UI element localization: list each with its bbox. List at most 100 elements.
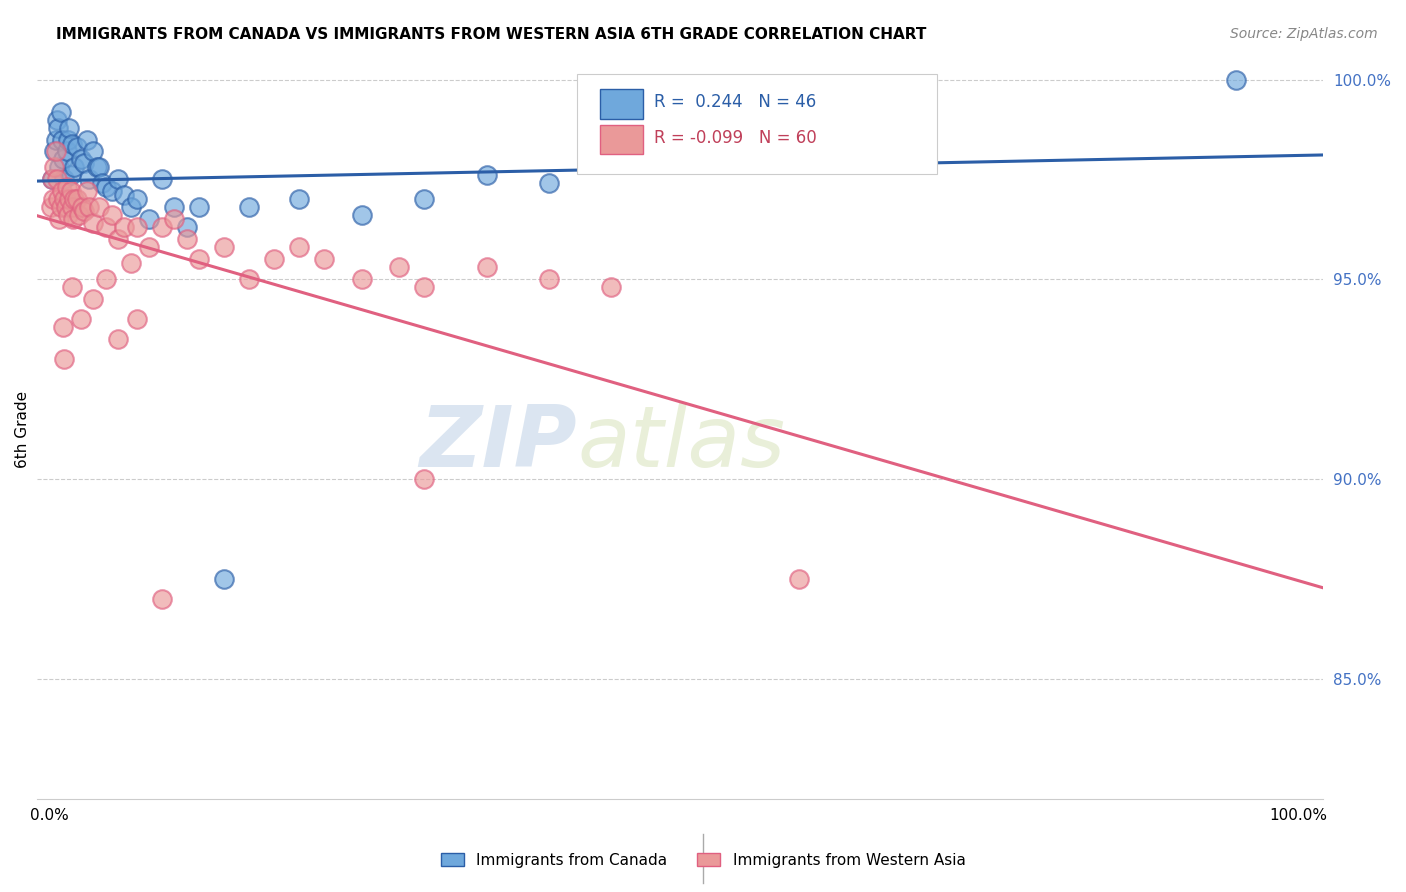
Point	[58, 120, 80, 135]
Point	[138, 240, 160, 254]
Point	[125, 193, 148, 207]
Point	[79, 201, 101, 215]
Point	[107, 332, 129, 346]
Point	[51, 132, 73, 146]
Point	[46, 193, 69, 207]
Point	[82, 216, 104, 230]
Point	[413, 472, 436, 486]
Point	[52, 153, 75, 167]
Point	[120, 256, 142, 270]
Point	[41, 172, 63, 186]
Point	[45, 172, 67, 186]
Point	[55, 201, 77, 215]
Point	[89, 201, 111, 215]
Point	[56, 180, 79, 194]
Point	[388, 260, 411, 275]
Point	[163, 212, 186, 227]
Point	[49, 201, 72, 215]
Point	[51, 185, 73, 199]
Point	[112, 220, 135, 235]
Point	[89, 161, 111, 175]
Legend: Immigrants from Canada, Immigrants from Western Asia: Immigrants from Canada, Immigrants from …	[433, 845, 973, 875]
Point	[69, 153, 91, 167]
Point	[150, 172, 173, 186]
Point	[53, 193, 76, 207]
Point	[787, 112, 810, 127]
Point	[537, 177, 560, 191]
Point	[94, 180, 117, 194]
Point	[48, 161, 70, 175]
Point	[288, 193, 311, 207]
Point	[163, 201, 186, 215]
Point	[66, 140, 89, 154]
Point	[288, 240, 311, 254]
Point	[138, 212, 160, 227]
Y-axis label: 6th Grade: 6th Grade	[15, 391, 30, 467]
Point	[67, 209, 90, 223]
Point	[60, 201, 83, 215]
Point	[46, 120, 69, 135]
Point	[150, 220, 173, 235]
Point	[188, 252, 211, 267]
Text: atlas: atlas	[578, 402, 785, 485]
Point	[60, 280, 83, 294]
Point	[176, 220, 198, 235]
Point	[176, 232, 198, 246]
Point	[94, 220, 117, 235]
Point	[86, 161, 108, 175]
Point	[125, 220, 148, 235]
Point	[53, 172, 76, 186]
Point	[52, 320, 75, 334]
Point	[48, 212, 70, 227]
Point	[94, 272, 117, 286]
Point	[82, 145, 104, 159]
Point	[101, 209, 124, 223]
Point	[107, 172, 129, 186]
Point	[42, 193, 65, 207]
Point	[82, 293, 104, 307]
Point	[214, 240, 236, 254]
Point	[73, 156, 96, 170]
Point	[70, 201, 93, 215]
Point	[66, 193, 89, 207]
FancyBboxPatch shape	[600, 125, 643, 154]
Text: IMMIGRANTS FROM CANADA VS IMMIGRANTS FROM WESTERN ASIA 6TH GRADE CORRELATION CHA: IMMIGRANTS FROM CANADA VS IMMIGRANTS FRO…	[56, 27, 927, 42]
Point	[56, 145, 79, 159]
Point	[76, 185, 98, 199]
Point	[125, 312, 148, 326]
Point	[90, 177, 112, 191]
Point	[188, 201, 211, 215]
Point	[39, 201, 62, 215]
Point	[45, 132, 67, 146]
Point	[475, 260, 498, 275]
Point	[62, 212, 84, 227]
Point	[63, 161, 86, 175]
Point	[73, 204, 96, 219]
FancyBboxPatch shape	[578, 74, 938, 174]
FancyBboxPatch shape	[600, 89, 643, 119]
Point	[49, 104, 72, 119]
Point	[350, 209, 373, 223]
Point	[350, 272, 373, 286]
Point	[56, 132, 79, 146]
Point	[59, 185, 82, 199]
Point	[238, 201, 260, 215]
Point	[58, 193, 80, 207]
Point	[314, 252, 336, 267]
Point	[413, 280, 436, 294]
Point	[600, 280, 623, 294]
Point	[44, 145, 66, 159]
Point	[44, 161, 66, 175]
Point	[41, 172, 63, 186]
Point	[45, 112, 67, 127]
Point	[59, 169, 82, 183]
Point	[1225, 72, 1247, 87]
Text: ZIP: ZIP	[419, 402, 578, 485]
Point	[112, 188, 135, 202]
Point	[150, 592, 173, 607]
Point	[76, 132, 98, 146]
Point	[263, 252, 285, 267]
Point	[107, 232, 129, 246]
Point	[60, 136, 83, 151]
Point	[56, 209, 79, 223]
